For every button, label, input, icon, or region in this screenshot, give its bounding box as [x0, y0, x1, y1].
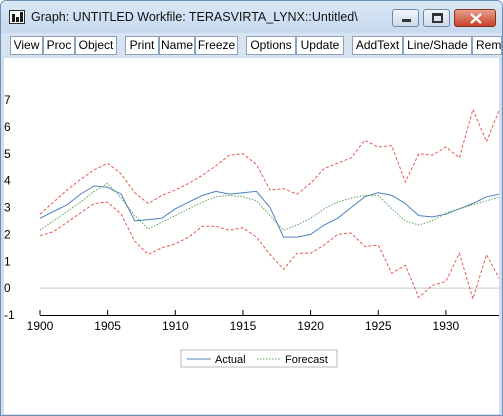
x-tick-label: 1915: [230, 319, 257, 333]
line-shade-button[interactable]: Line/Shade: [403, 36, 472, 55]
actual-legend-label: Actual: [215, 354, 246, 366]
options-button[interactable]: Options: [246, 36, 296, 55]
x-tick-label: 1920: [297, 319, 324, 333]
y-tick-label: 3: [4, 201, 11, 215]
y-tick-label: 0: [4, 281, 11, 295]
y-tick-label: 2: [4, 227, 11, 241]
y-tick-label: 6: [4, 120, 11, 134]
y-tick-label: 7: [4, 93, 11, 107]
y-tick-label: 1: [4, 254, 11, 268]
y-tick-label: 4: [4, 174, 11, 188]
remove-button[interactable]: Rem: [472, 36, 502, 55]
y-tick-label: -1: [4, 308, 15, 322]
close-button[interactable]: [454, 9, 496, 27]
forecast-series-line: [39, 182, 501, 231]
close-icon: [470, 13, 482, 24]
x-tick-label: 1910: [162, 319, 189, 333]
x-tick-label: 1900: [27, 319, 54, 333]
maximize-button[interactable]: [423, 9, 450, 27]
line-chart: -1 0 1 2 3 4 5 6 7 1900 1905 1910 1915 1920 1925 1930 Ac…: [4, 93, 501, 368]
name-button[interactable]: Name: [159, 36, 195, 55]
object-button[interactable]: Object: [75, 36, 117, 55]
graph-plot-area: -1 0 1 2 3 4 5 6 7 1900 1905 1910 1915 1920 1925 1930 Ac…: [4, 58, 501, 414]
forecast-legend-label: Forecast: [285, 354, 328, 366]
view-button[interactable]: View: [10, 36, 43, 55]
title-bar[interactable]: Graph: UNTITLED Workfile: TERASVIRTA_LYN…: [1, 1, 502, 33]
minimize-button[interactable]: [392, 9, 419, 27]
toolbar: View Proc Object Print Name Freeze Optio…: [1, 33, 502, 57]
proc-button[interactable]: Proc: [43, 36, 75, 55]
window-title: Graph: UNTITLED Workfile: TERASVIRTA_LYN…: [31, 10, 358, 24]
x-tick-label: 1905: [94, 319, 121, 333]
graph-app-icon: [9, 10, 25, 24]
addtext-button[interactable]: AddText: [352, 36, 403, 55]
x-tick-label: 1925: [365, 319, 392, 333]
legend-box: [180, 349, 338, 368]
y-tick-label: 5: [4, 147, 11, 161]
print-button[interactable]: Print: [125, 36, 159, 55]
x-tick-label: 1930: [433, 319, 460, 333]
freeze-button[interactable]: Freeze: [195, 36, 238, 55]
confidence-band-3-series-line: [39, 201, 501, 301]
actual-series-line: [39, 185, 501, 238]
confidence-band-2-series-line: [39, 107, 501, 215]
update-button[interactable]: Update: [296, 36, 344, 55]
